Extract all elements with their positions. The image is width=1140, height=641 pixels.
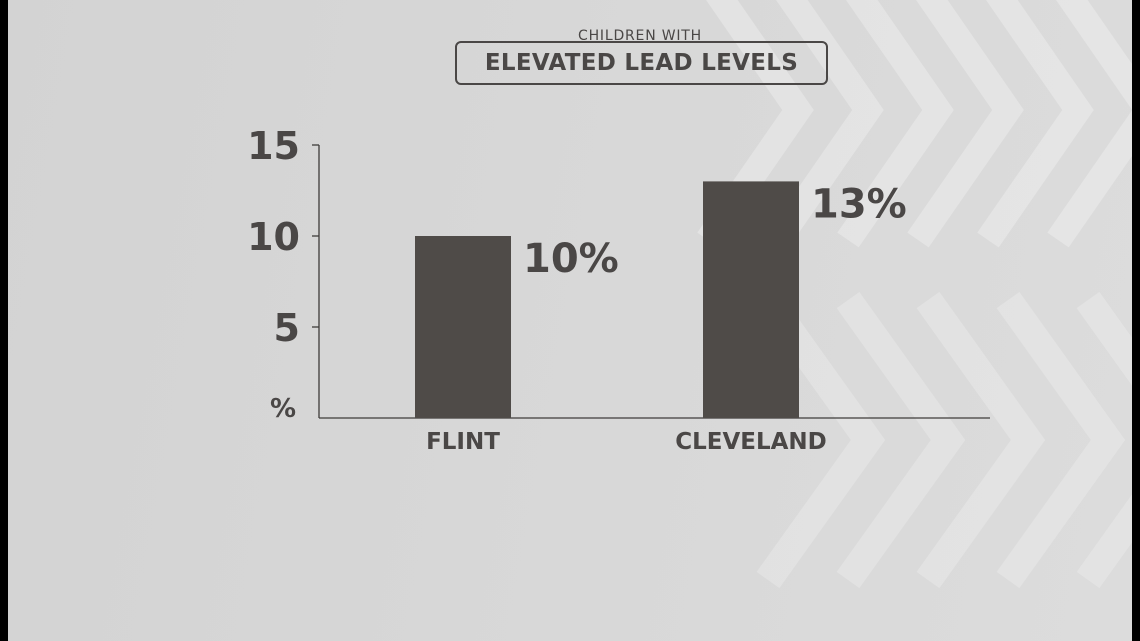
category-labels: FLINT CLEVELAND: [426, 429, 827, 455]
chevron-shape: [916, 291, 1046, 589]
chevron-shape: [767, 0, 884, 248]
value-label-flint: 10%: [523, 236, 619, 282]
bars-group: [415, 181, 799, 418]
y-tick-label: 10: [247, 215, 300, 259]
chevron-shape: [836, 291, 966, 589]
bar-chart: 5 10 15 % FLINT CLEVELAND 10% 13%: [247, 124, 990, 455]
chevron-shape: [837, 0, 954, 248]
value-labels: 10% 13%: [523, 181, 907, 282]
category-label-cleveland: CLEVELAND: [675, 429, 827, 455]
category-label-flint: FLINT: [426, 429, 500, 455]
chart-panel: CHILDREN WITH ELEVATED LEAD LEVELS 5 10 15…: [8, 0, 1132, 641]
chart-title-box: ELEVATED LEAD LEVELS: [455, 41, 828, 85]
y-axis-ticks: 5 10 15: [247, 124, 319, 350]
chevron-shape: [996, 291, 1126, 589]
chevron-shape: [756, 291, 886, 589]
value-label-cleveland: 13%: [811, 181, 907, 227]
chevron-shape: [907, 0, 1024, 248]
chart-subtitle: CHILDREN WITH: [578, 28, 702, 44]
chart-title: ELEVATED LEAD LEVELS: [484, 50, 799, 76]
y-axis-unit-label: %: [270, 394, 296, 424]
bar-flint: [415, 236, 511, 418]
chevron-shape: [1047, 0, 1132, 248]
chevron-background-pattern: [697, 0, 1132, 589]
y-tick-label: 5: [274, 306, 300, 350]
bar-cleveland: [703, 181, 799, 418]
chevron-shape: [1076, 291, 1132, 589]
chevron-shape: [977, 0, 1094, 248]
y-tick-label: 15: [247, 124, 300, 168]
